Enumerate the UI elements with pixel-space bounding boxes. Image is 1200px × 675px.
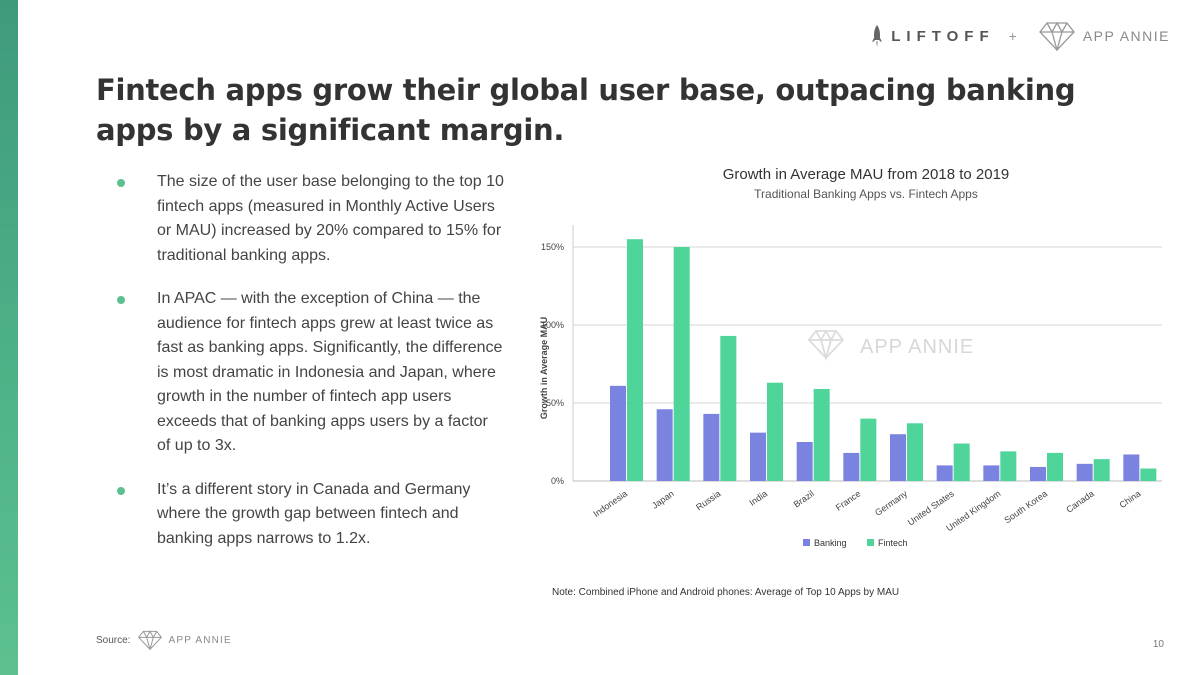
bar-fintech: [720, 335, 737, 481]
y-axis-title: Growth in Average MAU: [539, 317, 549, 419]
side-accent-bar: [0, 0, 18, 675]
bar-banking: [610, 385, 626, 481]
legend-swatch: [867, 539, 874, 546]
bar-fintech: [767, 382, 783, 481]
bar-banking: [890, 434, 906, 481]
bullet-dot-icon: [117, 486, 125, 495]
y-tick-label: 50%: [546, 398, 564, 408]
bar-banking: [936, 465, 953, 481]
y-tick-label: 150%: [541, 242, 564, 252]
bar-banking: [983, 465, 1000, 481]
source-company: APP ANNIE: [168, 634, 232, 646]
bar-banking: [703, 413, 720, 481]
x-tick-label: Canada: [1064, 488, 1096, 514]
bar-fintech: [627, 239, 643, 481]
page-title: Fintech apps grow their global user base…: [96, 73, 1076, 147]
x-tick-label: Russia: [694, 488, 722, 512]
bullet-item: In APAC — with the exception of China — …: [114, 287, 504, 459]
bar-banking: [1076, 463, 1093, 481]
source-label: Source:: [96, 634, 131, 646]
bar-fintech: [953, 443, 970, 481]
chart-title: Growth in Average MAU from 2018 to 2019: [722, 166, 1010, 183]
bullet-item: The size of the user base belonging to t…: [114, 170, 504, 268]
bullet-list: The size of the user base belonging to t…: [114, 170, 504, 570]
watermark-text: APP ANNIE: [860, 336, 974, 358]
bullet-text: In APAC — with the exception of China — …: [157, 290, 503, 454]
x-tick-label: India: [747, 488, 769, 507]
app-annie-wordmark: APP ANNIE: [1082, 28, 1170, 44]
legend-label: Banking: [814, 538, 847, 548]
bar-banking: [656, 409, 673, 481]
rocket-icon: [872, 25, 883, 47]
legend-swatch: [803, 539, 810, 546]
bar-banking: [750, 432, 766, 481]
bar-fintech: [813, 388, 830, 481]
bar-fintech: [673, 247, 690, 481]
app-annie-watermark: [807, 329, 845, 362]
bar-banking: [796, 442, 813, 481]
x-tick-label: Brazil: [792, 488, 816, 509]
y-tick-label: 100%: [541, 320, 564, 330]
bar-banking: [1123, 454, 1140, 481]
x-tick-label: France: [834, 488, 863, 512]
legend-label: Fintech: [878, 538, 908, 548]
y-tick-label: 0%: [551, 476, 564, 486]
bar-banking: [843, 452, 860, 481]
bullet-item: It’s a different story in Canada and Ger…: [114, 478, 504, 552]
source-app-annie-logo: APP ANNIE: [138, 630, 231, 650]
diamond-logo-icon: [1038, 21, 1075, 51]
bullet-text: It’s a different story in Canada and Ger…: [157, 480, 471, 547]
liftoff-wordmark: LIFTOFF: [891, 27, 995, 45]
x-tick-label: Germany: [873, 488, 909, 518]
bar-chart: 0% 50% 100% 150% Growth in Average MAU APP AN…: [539, 225, 1162, 548]
bullet-dot-icon: [117, 179, 125, 187]
bar-fintech: [860, 418, 877, 481]
x-tick-label: Indonesia: [591, 488, 629, 519]
app-annie-logo: APP ANNIE: [1038, 21, 1170, 51]
brand-plus: +: [1008, 28, 1017, 44]
page-number: 10: [1152, 639, 1164, 650]
bar-fintech: [1000, 451, 1017, 481]
bar-fintech: [1093, 459, 1110, 481]
chart-note: Note: Combined iPhone and Android phones…: [552, 587, 900, 598]
x-tick-label: South Korea: [1002, 488, 1049, 525]
liftoff-logo: LIFTOFF: [871, 24, 994, 48]
x-tick-label: China: [1117, 488, 1142, 510]
bullet-dot-icon: [117, 296, 125, 304]
brand-header: LIFTOFF + APP ANNIE: [871, 20, 1170, 52]
diamond-logo-icon: [138, 630, 163, 650]
bar-fintech: [1140, 468, 1157, 481]
bar-fintech: [1047, 452, 1063, 481]
bar-fintech: [907, 423, 923, 481]
bullet-text: The size of the user base belonging to t…: [157, 173, 504, 264]
chart-subtitle: Traditional Banking Apps vs. Fintech App…: [754, 187, 978, 201]
bar-banking: [1030, 466, 1046, 481]
source-footer: Source: APP ANNIE: [96, 630, 232, 650]
x-tick-label: Japan: [650, 488, 676, 510]
